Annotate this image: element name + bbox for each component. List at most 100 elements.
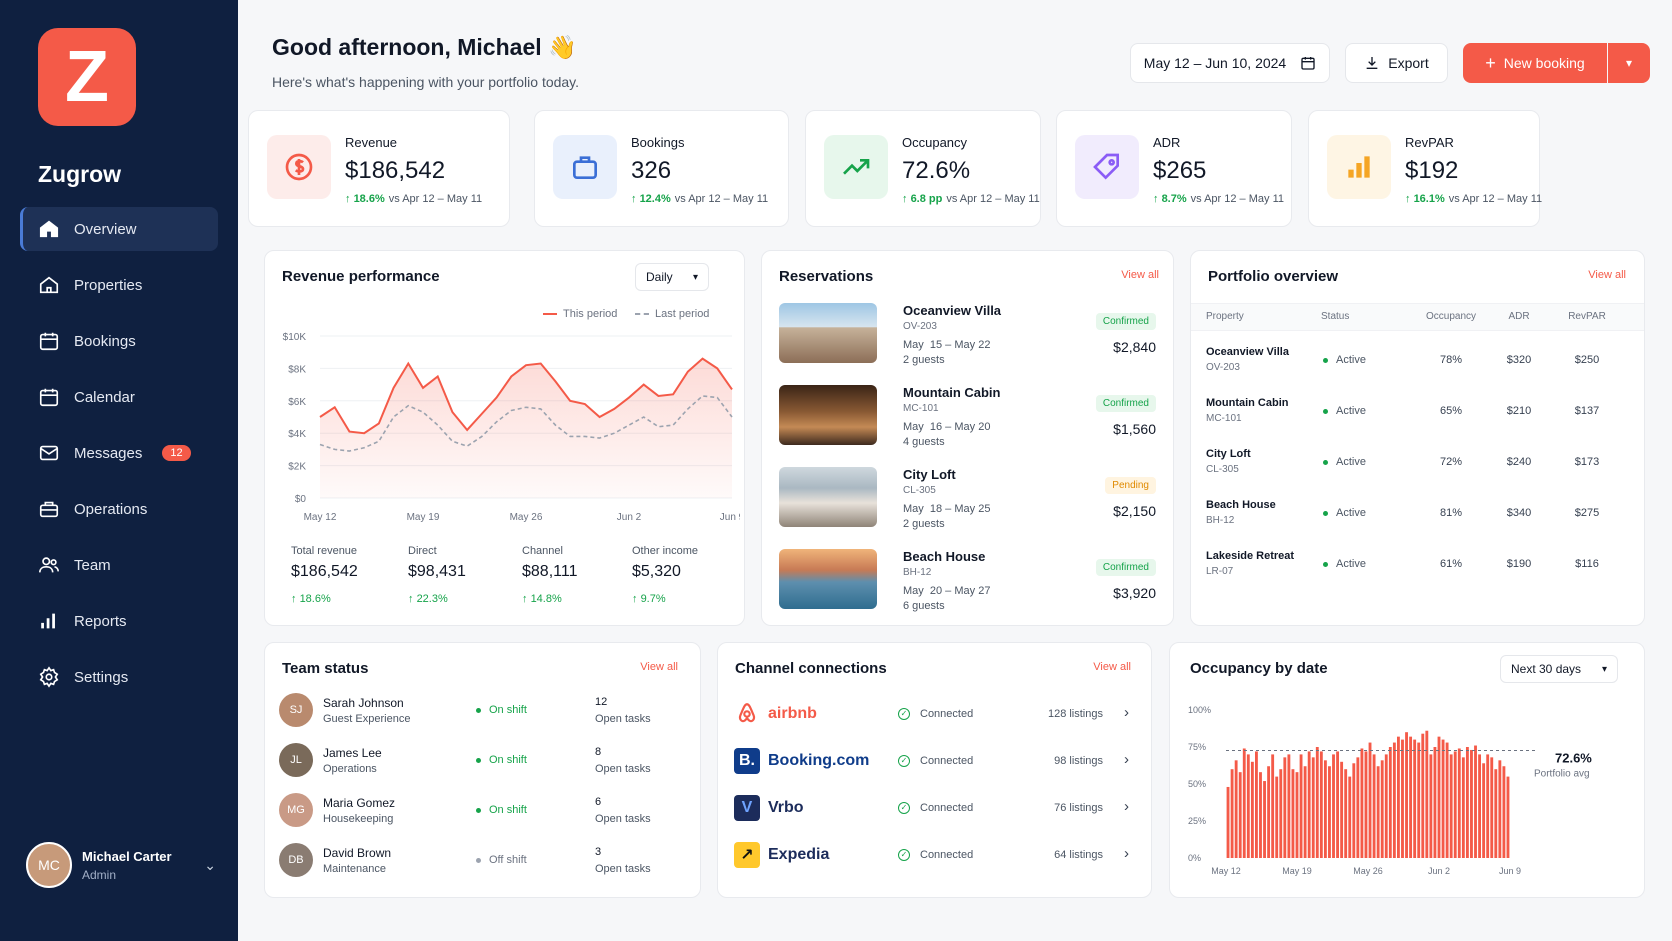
member-name[interactable]: Sarah Johnson bbox=[323, 696, 404, 710]
occupancy-bar[interactable] bbox=[1397, 736, 1400, 858]
occupancy-bar[interactable] bbox=[1255, 751, 1258, 858]
occupancy-bar[interactable] bbox=[1328, 766, 1331, 858]
occupancy-bar[interactable] bbox=[1319, 751, 1323, 858]
occupancy-bar[interactable] bbox=[1271, 754, 1275, 858]
occupancy-bar[interactable] bbox=[1226, 786, 1230, 858]
channel-name[interactable]: airbnb bbox=[768, 705, 817, 722]
occupancy-bar[interactable] bbox=[1429, 754, 1433, 858]
sidebar-item-properties[interactable]: Properties bbox=[20, 263, 218, 307]
property-photo[interactable] bbox=[779, 303, 877, 363]
column-header[interactable]: RevPAR bbox=[1568, 311, 1606, 322]
occupancy-bar[interactable] bbox=[1409, 736, 1413, 858]
occupancy-bar[interactable] bbox=[1344, 769, 1348, 858]
occupancy-bar[interactable] bbox=[1352, 763, 1356, 858]
property-photo[interactable] bbox=[779, 467, 877, 527]
period-select[interactable]: Daily ▾ bbox=[635, 263, 709, 291]
occupancy-bar[interactable] bbox=[1332, 754, 1335, 858]
reservation-name[interactable]: Mountain Cabin bbox=[903, 385, 1001, 400]
occupancy-bar[interactable] bbox=[1372, 754, 1376, 858]
new-booking-button[interactable]: + New booking bbox=[1463, 43, 1607, 83]
occupancy-bar[interactable] bbox=[1259, 772, 1262, 858]
app-logo[interactable]: Z bbox=[38, 28, 136, 126]
reservations-view-all-link[interactable]: View all bbox=[1121, 269, 1159, 281]
member-name[interactable]: David Brown bbox=[323, 846, 392, 860]
occupancy-bar[interactable] bbox=[1445, 742, 1449, 858]
occupancy-bar[interactable] bbox=[1238, 772, 1242, 858]
chevron-down-icon[interactable]: ⌄ bbox=[204, 856, 216, 873]
occupancy-bar[interactable] bbox=[1376, 766, 1380, 858]
property-photo[interactable] bbox=[779, 549, 877, 609]
occupancy-bar[interactable] bbox=[1287, 754, 1291, 858]
occupancy-bar[interactable] bbox=[1234, 760, 1238, 858]
occupancy-bar[interactable] bbox=[1506, 776, 1510, 858]
occupancy-bar[interactable] bbox=[1380, 760, 1384, 858]
occupancy-bar[interactable] bbox=[1437, 736, 1441, 858]
occupancy-bar[interactable] bbox=[1360, 748, 1364, 858]
occupancy-bar[interactable] bbox=[1453, 751, 1457, 858]
user-menu[interactable]: MC Michael Carter Admin ⌄ bbox=[26, 840, 216, 890]
column-header[interactable]: Occupancy bbox=[1425, 311, 1477, 322]
occupancy-bar[interactable] bbox=[1250, 761, 1254, 858]
kpi-card-revpar[interactable]: RevPAR $192 ↑ 16.1% vs Apr 12 – May 11 bbox=[1308, 110, 1542, 227]
occupancy-bar[interactable] bbox=[1311, 757, 1315, 858]
sidebar-item-messages[interactable]: Messages 12 bbox=[20, 431, 218, 475]
occupancy-bar[interactable] bbox=[1392, 742, 1396, 858]
occupancy-bar[interactable] bbox=[1291, 769, 1295, 858]
chevron-right-icon[interactable]: › bbox=[1124, 704, 1129, 721]
occupancy-bar[interactable] bbox=[1486, 754, 1490, 858]
occupancy-bar[interactable] bbox=[1498, 760, 1502, 858]
occupancy-bar[interactable] bbox=[1478, 754, 1481, 858]
sidebar-item-operations[interactable]: Operations bbox=[20, 487, 218, 531]
occupancy-bar[interactable] bbox=[1295, 772, 1299, 858]
occupancy-bar[interactable] bbox=[1275, 776, 1279, 858]
occupancy-bar[interactable] bbox=[1465, 747, 1469, 858]
new-booking-dropdown[interactable]: ▾ bbox=[1608, 43, 1650, 83]
chevron-right-icon[interactable]: › bbox=[1124, 751, 1129, 768]
sidebar-item-bookings[interactable]: Bookings bbox=[20, 319, 218, 363]
kpi-card-adr[interactable]: ADR $265 ↑ 8.7% vs Apr 12 – May 11 bbox=[1056, 110, 1292, 227]
occupancy-bar[interactable] bbox=[1401, 739, 1404, 858]
occupancy-bar[interactable] bbox=[1279, 769, 1283, 858]
occupancy-bar[interactable] bbox=[1340, 761, 1344, 858]
occupancy-bar[interactable] bbox=[1474, 745, 1477, 858]
occupancy-bar[interactable] bbox=[1502, 766, 1506, 858]
occupancy-bar[interactable] bbox=[1441, 739, 1445, 858]
property-photo[interactable] bbox=[779, 385, 877, 445]
column-header[interactable]: Status bbox=[1321, 311, 1350, 322]
occupancy-bar[interactable] bbox=[1461, 757, 1465, 858]
sidebar-item-calendar[interactable]: Calendar bbox=[20, 375, 218, 419]
occupancy-bar[interactable] bbox=[1490, 757, 1494, 858]
portfolio-view-all-link[interactable]: View all bbox=[1588, 269, 1626, 281]
occupancy-bar[interactable] bbox=[1470, 749, 1473, 858]
occupancy-bar[interactable] bbox=[1405, 732, 1408, 858]
occupancy-bar[interactable] bbox=[1230, 769, 1234, 858]
occupancy-bar[interactable] bbox=[1384, 754, 1388, 858]
reservation-name[interactable]: City Loft bbox=[903, 467, 956, 482]
sidebar-item-overview[interactable]: Overview bbox=[20, 207, 218, 251]
occupancy-bar[interactable] bbox=[1267, 766, 1271, 858]
channel-name[interactable]: Booking.com bbox=[768, 752, 870, 769]
occupancy-bar[interactable] bbox=[1388, 747, 1392, 858]
occupancy-bar[interactable] bbox=[1336, 751, 1339, 858]
occupancy-bar[interactable] bbox=[1417, 742, 1421, 858]
occupancy-bar[interactable] bbox=[1348, 776, 1352, 858]
occupancy-bar[interactable] bbox=[1413, 739, 1417, 858]
chevron-right-icon[interactable]: › bbox=[1124, 845, 1129, 862]
occupancy-bar[interactable] bbox=[1303, 766, 1307, 858]
occupancy-bar[interactable] bbox=[1242, 748, 1246, 858]
reservation-name[interactable]: Beach House bbox=[903, 549, 986, 564]
occupancy-bar[interactable] bbox=[1246, 754, 1250, 858]
sidebar-item-reports[interactable]: Reports bbox=[20, 599, 218, 643]
occupancy-bar[interactable] bbox=[1449, 754, 1453, 858]
kpi-card-revenue[interactable]: Revenue $186,542 ↑ 18.6% vs Apr 12 – May 11 bbox=[248, 110, 510, 227]
kpi-card-occupancy[interactable]: Occupancy 72.6% ↑ 6.8 pp vs Apr 12 – May 11 bbox=[805, 110, 1041, 227]
occupancy-bar[interactable] bbox=[1482, 763, 1486, 858]
occupancy-bar[interactable] bbox=[1315, 747, 1319, 858]
occupancy-bar[interactable] bbox=[1494, 769, 1498, 858]
occupancy-bar[interactable] bbox=[1307, 751, 1311, 858]
member-name[interactable]: Maria Gomez bbox=[323, 796, 396, 810]
channels-view-all-link[interactable]: View all bbox=[1093, 661, 1131, 673]
occupancy-bar[interactable] bbox=[1433, 747, 1437, 858]
occupancy-bar[interactable] bbox=[1457, 748, 1461, 858]
occupancy-bar[interactable] bbox=[1283, 757, 1287, 858]
